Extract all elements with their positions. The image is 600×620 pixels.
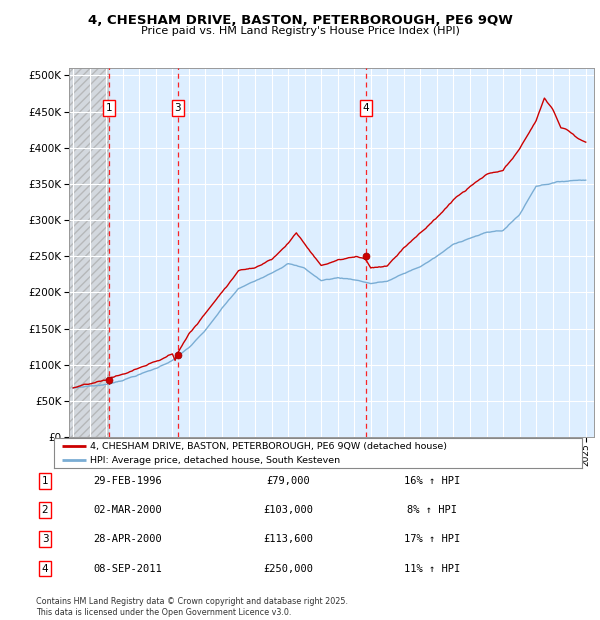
Text: Price paid vs. HM Land Registry's House Price Index (HPI): Price paid vs. HM Land Registry's House …	[140, 26, 460, 36]
Text: Contains HM Land Registry data © Crown copyright and database right 2025.
This d: Contains HM Land Registry data © Crown c…	[36, 598, 348, 617]
Text: 08-SEP-2011: 08-SEP-2011	[93, 564, 162, 574]
Text: 16% ↑ HPI: 16% ↑ HPI	[404, 476, 460, 486]
Text: £250,000: £250,000	[263, 564, 313, 574]
Text: £103,000: £103,000	[263, 505, 313, 515]
Text: 11% ↑ HPI: 11% ↑ HPI	[404, 564, 460, 574]
Bar	[69, 68, 109, 437]
Text: 4, CHESHAM DRIVE, BASTON, PETERBOROUGH, PE6 9QW: 4, CHESHAM DRIVE, BASTON, PETERBOROUGH, …	[88, 14, 512, 27]
Text: 17% ↑ HPI: 17% ↑ HPI	[404, 534, 460, 544]
Text: 3: 3	[41, 534, 49, 544]
Text: 4, CHESHAM DRIVE, BASTON, PETERBOROUGH, PE6 9QW (detached house): 4, CHESHAM DRIVE, BASTON, PETERBOROUGH, …	[90, 441, 447, 451]
Text: 8% ↑ HPI: 8% ↑ HPI	[407, 505, 457, 515]
Text: 28-APR-2000: 28-APR-2000	[93, 534, 162, 544]
Text: 1: 1	[106, 103, 112, 113]
Text: £113,600: £113,600	[263, 534, 313, 544]
Text: 02-MAR-2000: 02-MAR-2000	[93, 505, 162, 515]
Text: 2: 2	[41, 505, 49, 515]
Text: 4: 4	[362, 103, 369, 113]
Text: 4: 4	[41, 564, 49, 574]
Text: HPI: Average price, detached house, South Kesteven: HPI: Average price, detached house, Sout…	[90, 456, 340, 465]
Text: 1: 1	[41, 476, 49, 486]
Text: 3: 3	[175, 103, 181, 113]
Text: £79,000: £79,000	[266, 476, 310, 486]
Text: 29-FEB-1996: 29-FEB-1996	[93, 476, 162, 486]
